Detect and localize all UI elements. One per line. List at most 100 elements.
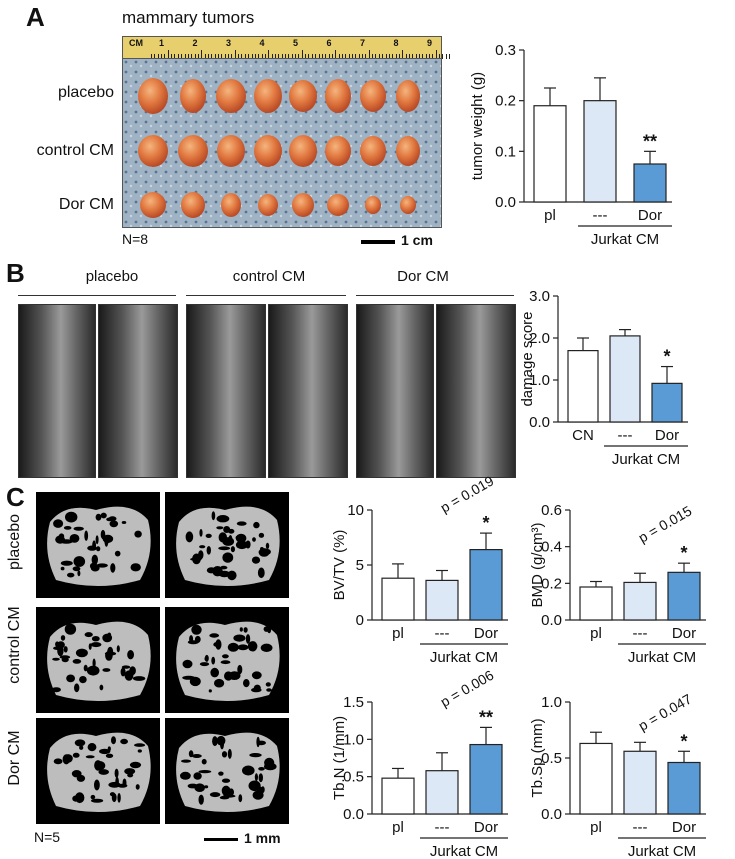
ruler-mark [204,54,206,59]
bar [583,100,617,203]
ruler-mark [271,54,273,59]
ruler-mark [422,54,424,59]
ruler-mark [214,54,216,59]
y-tick-label: 0.5 [343,769,364,786]
ruler-mark [201,50,203,59]
ruler-mark [355,54,357,59]
group-line-control [186,295,346,296]
ruler-mark [365,54,367,59]
bar [667,761,701,815]
x-tick-label: --- [593,207,608,224]
ruler-mark [328,54,330,59]
ruler-mark [298,54,300,59]
bar [469,548,503,621]
scale-bar-c [204,838,238,841]
ruler-mark [341,54,343,59]
ruler-mark [184,54,186,59]
x-tick-label: pl [392,625,404,642]
group-label: Jurkat CM [612,451,680,468]
microct-image [165,492,289,598]
chart-tumor-weight: 0.0 0.1 0.2 0.3 tumor weight (g) pl --- Dor ** Ju… [469,42,672,248]
ruler-mark [395,54,397,59]
bar [579,742,613,815]
x-tick-label: pl [392,819,404,836]
ruler-tick-label: 2 [192,38,198,48]
ruler-mark [321,54,323,59]
tumor-photo [122,58,442,228]
x-tick-label: --- [435,625,450,642]
y-tick-label: 0.0 [541,612,562,629]
ruler-mark [254,54,256,59]
ruler: CM 1 2 3 4 5 6 7 8 9 [122,36,451,60]
significance-marker: * [482,513,489,533]
chart-damage-score: 0.0 1.0 2.0 3.0 damage score CN --- Dor * Jurkat … [519,288,688,468]
ruler-mark [161,54,163,59]
ruler-mark [154,54,156,59]
row-label-dor: Dor CM [58,196,114,213]
ruler-mark [164,54,166,59]
ruler-mark [197,54,199,59]
tumor-row-control [138,135,420,167]
xray-placebo-1 [18,304,96,478]
ruler-mark [291,54,293,59]
x-tick-label: --- [618,427,633,444]
ruler-mark [315,54,317,59]
ruler-mark [268,50,270,59]
ruler-mark [251,54,253,59]
y-tick-label: 0.5 [541,750,562,767]
ct-row-label-dor: Dor CM [6,730,23,786]
ruler-mark [372,54,374,59]
ruler-tick-label: 1 [159,38,165,48]
ruler-mark [264,54,266,59]
y-tick-label: 0.2 [495,93,516,110]
ruler-mark [261,54,263,59]
y-tick-label: 0.0 [343,806,364,823]
ruler-mark [177,54,179,59]
microct-image [165,607,289,713]
tumor-row-dor [140,192,416,218]
group-line-dor [356,295,514,296]
ruler-mark [392,54,394,59]
y-tick-label: 1.0 [343,731,364,748]
bar [425,579,459,621]
x-tick-label: Dor [655,427,679,444]
ruler-unit: CM [129,38,143,48]
y-tick-label: 3.0 [529,288,550,305]
group-label: Jurkat CM [430,649,498,666]
bar [623,581,657,621]
ruler-mark [429,54,431,59]
microct-image [36,492,160,598]
significance-marker: ** [643,131,657,151]
ruler-mark [224,54,226,59]
y-tick-label: 10 [347,502,364,519]
x-tick-label: --- [633,625,648,642]
ct-row-label-control: control CM [6,606,23,684]
significance-marker: * [680,543,687,563]
chart-tb-n: 0.0 0.5 1.0 1.5 Tb.N (1/mm) pl --- Dor ** Jurkat … [331,667,508,859]
ruler-mark [382,54,384,59]
microct-image [36,718,160,824]
significance-marker: * [663,347,670,367]
x-tick-label: --- [435,819,450,836]
x-tick-label: pl [590,819,602,836]
y-tick-label: 0.1 [495,143,516,160]
x-tick-label: Dor [474,819,498,836]
ruler-mark [419,54,420,59]
ruler-mark [385,54,387,59]
xray-control-1 [186,304,266,478]
xray-control-2 [268,304,348,478]
p-value: p = 0.019 [438,472,497,515]
row-label-control: control CM [36,142,114,159]
xray-placebo-2 [98,304,178,478]
ruler-mark [398,54,400,59]
ruler-mark [244,54,246,59]
bar [651,382,683,423]
ruler-tick-label: 3 [226,38,232,48]
microct-image [165,718,289,824]
y-tick-label: 1.5 [343,694,364,711]
group-label: Jurkat CM [628,649,696,666]
y-tick-label: 0.6 [541,502,562,519]
panel-a-letter: A [26,2,45,32]
ruler-mark [234,50,236,59]
y-tick-label: 0.0 [529,414,550,431]
